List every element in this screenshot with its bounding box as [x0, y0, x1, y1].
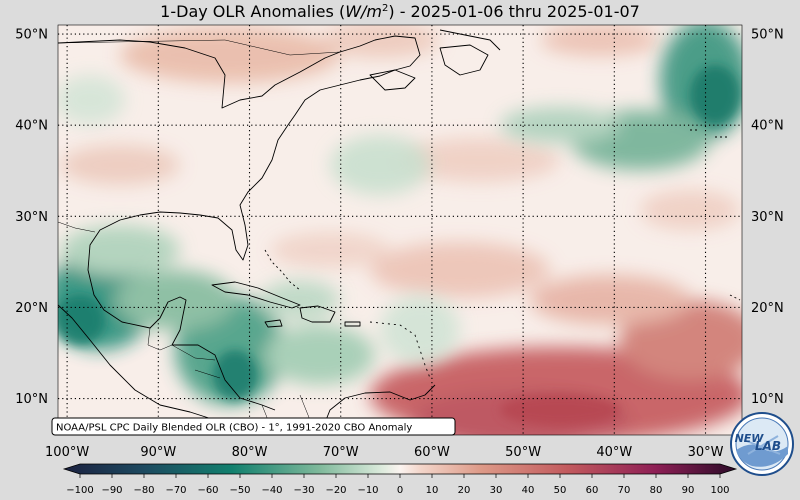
colorbar-tick-label: −10: [357, 485, 378, 496]
coastline-cape-verde: [729, 294, 741, 301]
colorbar-tick-label: −30: [293, 485, 314, 496]
lon-label: 100°W: [45, 445, 89, 460]
lat-label-left: 30°N: [15, 210, 48, 225]
coastline-newfoundland: [439, 44, 489, 76]
coastline-lesser-antilles: [369, 321, 431, 379]
colorbar-tick-label: 60: [586, 485, 599, 496]
coastline-jamaica: [264, 319, 283, 328]
lat-label-left: 40°N: [15, 119, 48, 134]
latitude-labels-left: 50°N 40°N 30°N 20°N 10°N: [15, 28, 48, 407]
longitude-labels: 100°W 90°W 80°W 70°W 60°W 50°W 40°W 30°W: [45, 445, 724, 460]
colorbar-tick-label: −50: [229, 485, 250, 496]
colorbar-tick-label: −60: [197, 485, 218, 496]
coastline-hispaniola: [299, 305, 336, 323]
lon-label: 80°W: [232, 445, 268, 460]
lat-label-right: 20°N: [751, 301, 784, 316]
colorbar-ticks: −100 −90 −80 −70 −60 −50 −40 −30 −20 −10 0 10 20 30 40…: [66, 474, 730, 496]
gridlines: [58, 25, 742, 435]
lon-label: 50°W: [505, 445, 541, 460]
colorbar-tick-label: 80: [650, 485, 663, 496]
lat-label-right: 10°N: [751, 392, 784, 407]
border-guatemala: [147, 327, 173, 351]
noaa-lab-logo: NEW LAB: [730, 412, 794, 476]
lat-label-right: 40°N: [751, 119, 784, 134]
coastline-greenland-edge: [439, 29, 501, 51]
lat-label-left: 10°N: [15, 392, 48, 407]
colorbar-gradient: [62, 463, 738, 475]
colorbar-tick-label: 90: [682, 485, 695, 496]
lat-label-right: 30°N: [751, 210, 784, 225]
source-note-box: NOAA/PSL CPC Daily Blended OLR (CBO) - 1…: [51, 417, 456, 436]
coastline-bahamas: [264, 249, 301, 291]
colorbar-tick-label: −90: [101, 485, 122, 496]
lon-label: 90°W: [140, 445, 176, 460]
colorbar: −100 −90 −80 −70 −60 −50 −40 −30 −20 −10 0 10 20 30 40…: [62, 463, 738, 496]
colorbar-tick-label: 70: [618, 485, 631, 496]
coastline-south-america: [319, 384, 436, 435]
logo-text-b: LAB: [755, 439, 781, 453]
lat-label-right: 50°N: [751, 28, 784, 43]
colorbar-tick-label: 30: [490, 485, 503, 496]
coastline-north-america: [58, 35, 421, 411]
coastline-azores: [690, 129, 730, 138]
border-us-mexico: [58, 221, 96, 233]
border-us-canada: [58, 39, 341, 56]
colorbar-tick-label: −40: [261, 485, 282, 496]
colorbar-tick-label: 10: [426, 485, 439, 496]
coastline-cuba: [211, 281, 301, 309]
lon-label: 60°W: [414, 445, 450, 460]
colorbar-tick-label: −100: [66, 485, 93, 496]
logo-text-a: NEW: [735, 432, 765, 445]
lat-label-left: 20°N: [15, 301, 48, 316]
lat-label-left: 50°N: [15, 28, 48, 43]
colorbar-tick-label: 0: [397, 485, 403, 496]
colorbar-tick-label: −20: [325, 485, 346, 496]
coastlines: [58, 29, 741, 435]
colorbar-tick-label: 50: [554, 485, 567, 496]
border-nicaragua: [194, 369, 221, 379]
colorbar-tick-label: −80: [133, 485, 154, 496]
coastline-nova-scotia: [369, 69, 416, 91]
lon-label: 30°W: [688, 445, 724, 460]
map-panel: [58, 25, 742, 435]
lon-label: 40°W: [596, 445, 632, 460]
lon-label: 70°W: [323, 445, 359, 460]
border-honduras: [171, 344, 216, 361]
colorbar-tick-label: 40: [522, 485, 535, 496]
colorbar-tick-label: 20: [458, 485, 471, 496]
anomaly-field: [58, 25, 742, 435]
chart-title: 1-Day OLR Anomalies (W/m2) - 2025-01-06 …: [160, 2, 640, 21]
colorbar-tick-label: 100: [710, 485, 729, 496]
colorbar-tick-label: −70: [165, 485, 186, 496]
source-note: NOAA/PSL CPC Daily Blended OLR (CBO) - 1…: [56, 423, 412, 434]
coastline-puerto-rico: [344, 321, 361, 327]
latitude-labels-right: 50°N 40°N 30°N 20°N 10°N: [751, 28, 784, 407]
